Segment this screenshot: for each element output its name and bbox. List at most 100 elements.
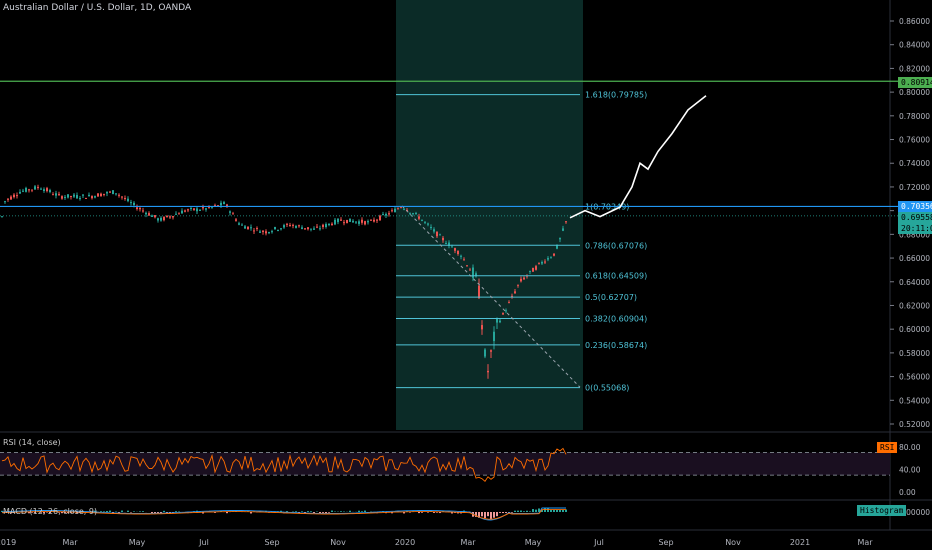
rsi-line <box>1 447 567 482</box>
macd-histogram-bar <box>310 511 312 512</box>
candle-body <box>541 261 543 264</box>
candle-body <box>106 192 108 194</box>
chart-title: Australian Dollar / U.S. Dollar, 1D, OAN… <box>3 3 192 13</box>
candle-body <box>463 259 465 261</box>
candle-body <box>355 221 357 223</box>
candle-body <box>250 227 252 229</box>
time-tick-label: Mar <box>62 538 78 547</box>
macd-histogram-bar <box>559 509 561 512</box>
candle-body <box>244 226 246 229</box>
macd-histogram-bar <box>514 510 516 512</box>
macd-histogram-bar <box>433 512 435 513</box>
macd-label: MACD (12, 26, close, 9) <box>3 507 98 516</box>
green-line-price-badge: 0.80914 <box>898 77 932 88</box>
candle-body <box>175 213 177 215</box>
macd-histogram-bar <box>481 512 483 517</box>
macd-histogram-bar <box>331 510 333 512</box>
macd-histogram-bar <box>34 512 36 513</box>
candle-body <box>481 325 483 330</box>
candle-body <box>238 223 240 225</box>
candle-body <box>19 191 21 194</box>
candle-body <box>10 196 12 200</box>
macd-histogram-bar <box>319 512 321 514</box>
candle-body <box>394 208 396 213</box>
candle-body <box>61 196 63 199</box>
candle-body <box>475 273 477 277</box>
macd-pane: 0.00000 <box>1 507 930 521</box>
macd-histogram-bar <box>49 512 51 514</box>
macd-histogram-bar <box>64 512 66 514</box>
candle-body <box>130 202 132 204</box>
candle-body <box>46 188 48 192</box>
projection-path[interactable] <box>569 95 707 219</box>
fib-trend-line[interactable] <box>401 205 581 388</box>
candle-body <box>127 198 129 202</box>
macd-histogram-bar <box>106 511 108 512</box>
candle-body <box>514 291 516 294</box>
candle-body <box>133 202 135 205</box>
macd-histogram-bar <box>151 512 153 514</box>
candle-body <box>490 350 492 352</box>
chart-background <box>0 0 932 530</box>
macd-histogram-bar <box>154 512 156 514</box>
candle-body <box>118 194 120 196</box>
price-tick-label: 0.62000 <box>899 301 930 310</box>
candle-body <box>211 207 213 209</box>
candle-body <box>157 218 159 221</box>
macd-histogram-bar <box>322 512 324 513</box>
candle-body <box>502 313 504 315</box>
candle-body <box>325 224 327 228</box>
macd-histogram-bar <box>31 512 33 513</box>
macd-histogram-bar <box>520 510 522 512</box>
macd-histogram-bar <box>421 512 423 513</box>
macd-histogram-bar <box>61 512 63 514</box>
candle-body <box>385 213 387 216</box>
candle-body <box>286 223 288 225</box>
candle-body <box>535 266 537 270</box>
candle-body <box>25 187 27 192</box>
price-tick-label: 0.84000 <box>899 41 930 50</box>
candle-body <box>271 231 273 233</box>
candle-body <box>58 193 60 195</box>
candle-body <box>52 194 54 196</box>
candle-body <box>547 258 549 260</box>
price-tick-label: 0.54000 <box>899 396 930 405</box>
time-tick-label: Jul <box>198 538 209 547</box>
candle-body <box>400 207 402 209</box>
fib-level-label: 1.618(0.79785) <box>585 91 647 100</box>
rsi-tick-label: 40.00 <box>899 466 921 475</box>
candle-body <box>544 261 546 263</box>
macd-histogram-bar <box>349 510 351 512</box>
macd-histogram-bar <box>307 511 309 512</box>
candle-body <box>538 262 540 264</box>
candle-body <box>55 193 57 196</box>
macd-histogram-bar <box>112 512 114 513</box>
macd-histogram-bar <box>523 511 525 512</box>
candle-body <box>16 195 18 197</box>
candle-body <box>382 214 384 216</box>
candle-body <box>115 193 117 195</box>
candle-body <box>4 201 6 203</box>
candle-body <box>316 226 318 228</box>
macd-histogram-bar <box>361 511 363 512</box>
price-tick-label: 0.86000 <box>899 17 930 26</box>
candle-body <box>181 210 183 214</box>
candle-body <box>88 194 90 197</box>
candle-body <box>361 219 363 223</box>
candle-body <box>427 223 429 225</box>
price-tick-label: 0.80000 <box>899 88 930 97</box>
candle-body <box>151 215 153 217</box>
time-tick-label: Mar <box>857 538 873 547</box>
candle-body <box>322 224 324 227</box>
candle-body <box>313 228 315 230</box>
macd-histogram-bar <box>484 512 486 519</box>
macd-histogram-bar <box>202 512 204 514</box>
macd-histogram-bar <box>391 512 393 514</box>
candle-body <box>472 267 474 278</box>
macd-histogram-bar <box>313 512 315 514</box>
countdown-badge: 20:11:01 <box>898 223 932 234</box>
candle-body <box>454 248 456 251</box>
macd-histogram-bar <box>556 509 558 512</box>
